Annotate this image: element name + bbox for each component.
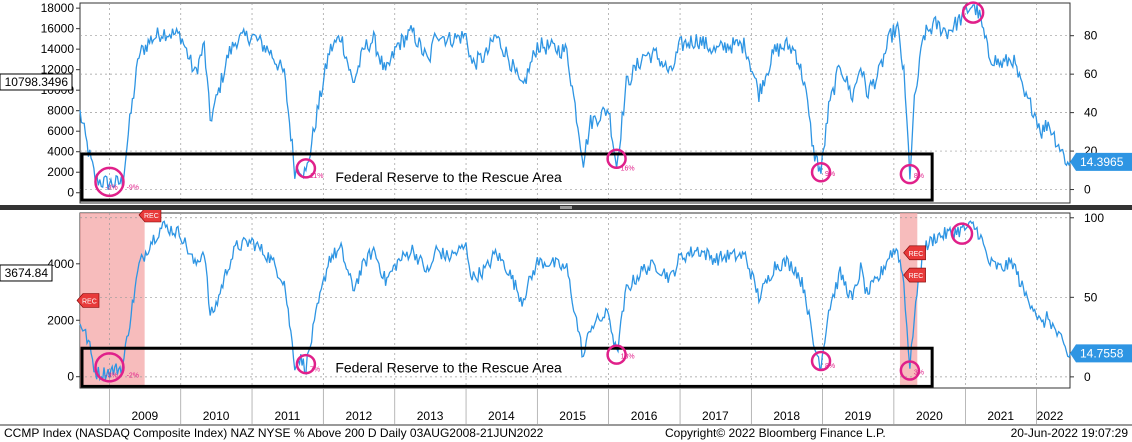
left-last-value-box xyxy=(0,73,73,91)
right-tick-label: 80 xyxy=(1084,29,1098,43)
top-panel: 0200040006000800010000120001400016000180… xyxy=(0,1,1132,204)
highlight-circle xyxy=(94,166,125,198)
left-tick-label: 8000 xyxy=(47,104,74,118)
point-label: -9% xyxy=(127,185,139,192)
highlight-circle xyxy=(950,222,974,245)
highlight-circle xyxy=(810,161,832,183)
right-tick-label: 0 xyxy=(1084,370,1091,384)
x-tick-label: 2017 xyxy=(702,409,729,423)
x-tick-label: 2012 xyxy=(345,409,372,423)
right-last-value-box xyxy=(1070,152,1132,171)
rescue-area-box xyxy=(80,346,934,388)
left-tick-label: 0 xyxy=(67,370,74,384)
highlight-circle xyxy=(295,353,317,375)
series-line xyxy=(79,220,1071,382)
rec-tag-label: REC xyxy=(909,273,924,280)
point-label: -3% xyxy=(105,185,117,192)
point-label: 3% xyxy=(914,370,924,377)
x-tick-label: 2019 xyxy=(845,409,872,423)
x-tick-label: 2018 xyxy=(773,409,800,423)
left-tick-label: 4000 xyxy=(47,257,74,271)
point-label: 9% xyxy=(825,171,835,178)
x-tick-label: 2015 xyxy=(559,409,586,423)
x-tick-label: 2014 xyxy=(488,409,515,423)
left-tick-label: 16000 xyxy=(41,22,75,36)
right-last-value-box xyxy=(1070,344,1132,363)
left-tick-label: 2000 xyxy=(47,165,74,179)
point-label: -2% xyxy=(127,373,139,380)
highlight-circle xyxy=(606,148,627,170)
left-tick-label: 14000 xyxy=(41,42,75,56)
rec-tag-label: REC xyxy=(144,213,159,220)
rec-tag xyxy=(76,293,100,308)
rec-tag-label: REC xyxy=(82,299,97,306)
left-last-value: 3674.84 xyxy=(5,266,49,280)
right-tick-label: 40 xyxy=(1084,106,1098,120)
rec-tag-label: REC xyxy=(909,251,924,258)
x-tick-label: 2016 xyxy=(631,409,658,423)
right-tick-label: 60 xyxy=(1084,67,1098,81)
plot-area xyxy=(79,212,1071,389)
rec-tag xyxy=(903,245,926,261)
point-label: 7% xyxy=(310,366,320,373)
point-label: 11% xyxy=(310,173,324,180)
right-last-value: 14.7558 xyxy=(1080,346,1124,360)
panel-divider[interactable] xyxy=(0,205,1132,210)
left-tick-label: 2000 xyxy=(47,313,74,327)
bottom-panel: 0 2000 4000 0 50 100 Federal Reserve to the Re… xyxy=(0,207,1132,389)
x-tick-label: 2009 xyxy=(131,409,158,423)
point-label: 8% xyxy=(914,173,924,180)
x-tick-label: 2010 xyxy=(203,409,230,423)
rescue-area-label: Federal Reserve to the Rescue Area xyxy=(335,169,562,185)
footer-description: CCMP Index (NASDAQ Composite Index) NAZ … xyxy=(4,426,544,440)
footer-timestamp: 20-Jun-2022 19:07:29 xyxy=(1011,426,1129,440)
right-tick-label: 100 xyxy=(1084,211,1104,225)
left-tick-label: 4000 xyxy=(47,145,74,159)
x-tick-label: 2013 xyxy=(417,409,444,423)
right-tick-label: 0 xyxy=(1084,183,1091,197)
point-label: 8% xyxy=(825,363,835,370)
highlight-circle xyxy=(899,163,921,185)
left-tick-label: 12000 xyxy=(41,63,75,77)
x-axis: 2009 2010 2011 2012 2013 2014 2015 2016 2017 2018… xyxy=(0,387,1132,426)
series-line xyxy=(79,4,1071,190)
x-tick-label: 2011 xyxy=(274,409,300,423)
right-tick-label: 50 xyxy=(1084,290,1098,304)
left-last-value: 10798.3496 xyxy=(5,75,69,89)
x-tick-label: 2020 xyxy=(916,409,943,423)
left-tick-label: 6000 xyxy=(47,124,74,138)
left-last-value-box xyxy=(0,264,53,282)
x-tick-label: 2022 xyxy=(1037,409,1064,423)
highlight-circle xyxy=(606,344,627,365)
highlight-circle xyxy=(899,360,921,381)
left-tick-label: 0 xyxy=(67,186,74,200)
divider-handle xyxy=(560,206,572,209)
highlight-circle xyxy=(961,1,985,24)
highlight-circle xyxy=(94,352,125,383)
right-last-value: 14.3965 xyxy=(1080,155,1124,169)
x-tick-label: 2021 xyxy=(987,409,1014,423)
point-label: 16% xyxy=(621,165,635,172)
point-label: -3% xyxy=(105,373,117,380)
highlight-circle xyxy=(810,350,832,372)
highlight-circle xyxy=(295,158,317,179)
left-tick-label: 18000 xyxy=(41,1,75,15)
rec-tag xyxy=(903,267,926,283)
point-label: 13% xyxy=(621,354,635,361)
rescue-area-box xyxy=(80,152,934,202)
footer-copyright: Copyright© 2022 Bloomberg Finance L.P. xyxy=(665,426,886,440)
rescue-area-label: Federal Reserve to the Rescue Area xyxy=(335,359,562,375)
